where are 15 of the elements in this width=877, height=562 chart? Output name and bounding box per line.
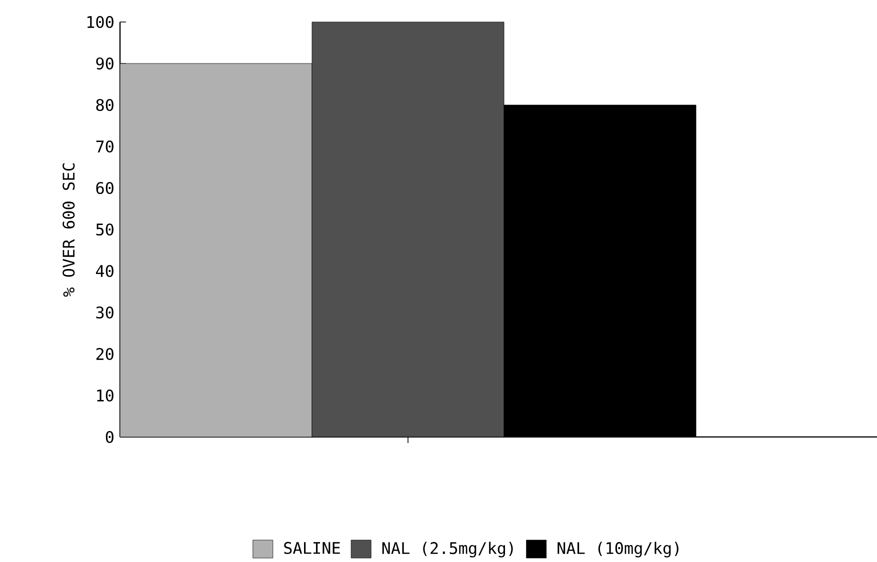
y-tick-label: 70: [96, 140, 114, 153]
y-tick-label: 60: [96, 182, 114, 194]
y-tick-label: 50: [96, 223, 114, 236]
y-axis-title: % OVER 600 SEC: [62, 163, 75, 297]
y-tick-label: 10: [97, 389, 114, 402]
y-tick-label: 20: [96, 348, 114, 360]
y-tick-label: 30: [96, 306, 114, 319]
legend-label: SALINE: [284, 542, 340, 554]
y-tick-label: 90: [96, 57, 114, 70]
y-tick-label: 100: [88, 16, 114, 28]
y-tick-label: 80: [96, 98, 114, 112]
y-tick-label: 40: [96, 264, 114, 278]
legend-label: NAL (10mg/kg): [558, 542, 678, 558]
y-tick-label: 0: [106, 430, 114, 444]
legend-label: NAL (2.5mg/kg): [382, 542, 513, 558]
